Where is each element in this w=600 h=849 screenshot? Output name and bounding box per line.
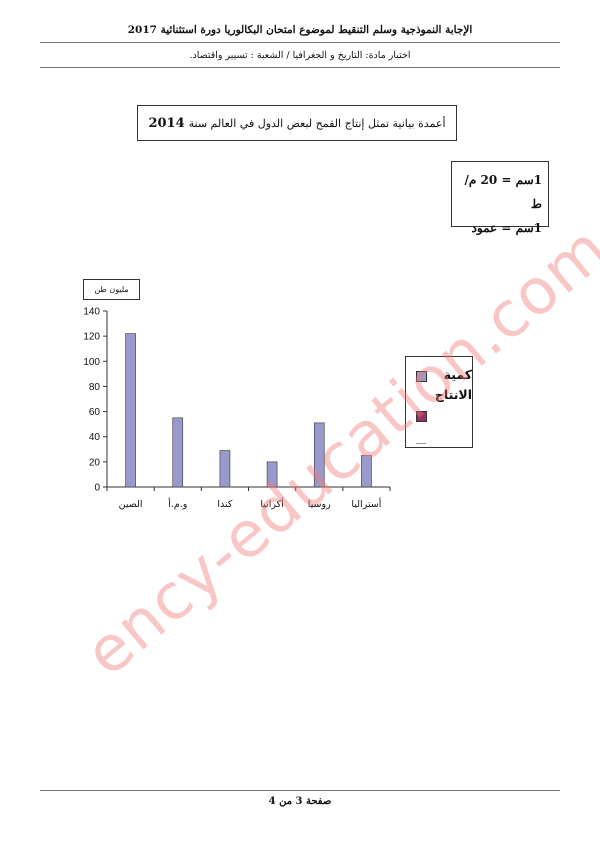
header-title: الإجابة النموذجية وسلم التنقيط لموضوع ام… [127,24,473,36]
header-subtitle: اختبار مادة: التاريخ و الجغرافيا / الشعب… [189,50,411,61]
y-tick-label: 140 [83,307,100,318]
bar [361,455,372,488]
bar-chart: 0 20 40 60 80 100 120 140 الصين و.م.أ كندا أكرانيا ر… [83,307,391,510]
x-tick-label: أستراليا [351,497,381,510]
bar [125,333,136,488]
footer-divider [40,790,560,791]
legend: كمية الانتاج [405,356,473,448]
y-tick-label: 0 [94,483,100,494]
chart-title-year: 2014 [148,115,185,131]
y-tick-label: 20 [89,457,101,468]
y-tick-label: 100 [83,357,100,368]
legend-swatch-secondary [416,411,427,422]
y-unit-label: مليون طن [83,279,140,300]
y-tick-label: 60 [89,407,101,418]
bar [313,422,325,488]
legend-swatch-line [416,443,426,444]
legend-swatch-primary [416,371,427,382]
x-tick-label: كندا [217,499,232,510]
bar [172,417,184,488]
header-divider-bottom [40,67,560,68]
y-tick-label: 80 [89,382,101,393]
bar [266,461,278,488]
y-tick-label: 40 [89,432,101,443]
scale-box: 1سم = 20 م/ط 1سم = عمود [451,161,549,235]
header-divider-top [40,42,560,43]
page-number: صفحة 3 من 4 [268,796,332,807]
bar [219,450,231,488]
chart-title-text: أعمدة بيانية تمثل إنتاج القمح لبعض الدول… [188,116,446,130]
x-tick-label: و.م.أ [168,497,187,510]
x-tick-label: روسيا [308,499,331,510]
scale-line-2: 1سم = عمود [471,221,542,235]
y-tick-label: 120 [83,332,100,343]
x-tick-label: أكرانيا [260,497,284,510]
scale-line-1: 1سم = 20 م/ط [464,173,542,211]
legend-label: كمية الانتاج [434,367,472,402]
chart-title-box: أعمدة بيانية تمثل إنتاج القمح لبعض الدول… [137,105,457,141]
x-tick-label: الصين [119,499,143,510]
